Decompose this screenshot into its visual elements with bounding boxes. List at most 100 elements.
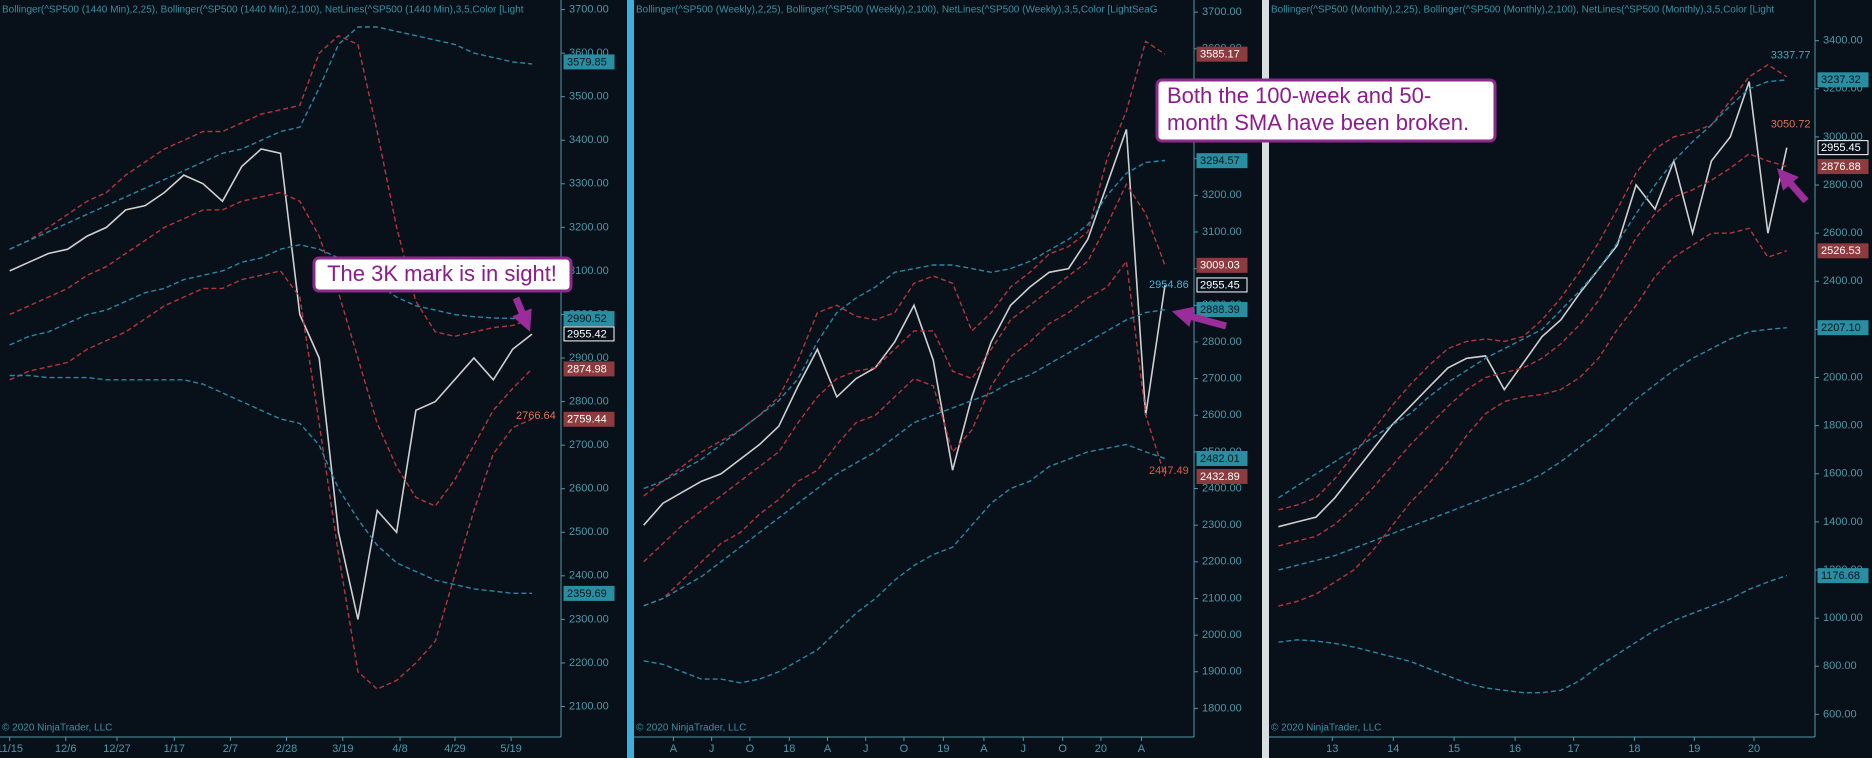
x-tick-label: O — [900, 743, 909, 755]
price-marker-box — [1196, 450, 1248, 466]
price-marker-box — [1817, 568, 1869, 584]
y-tick-label: 2700.00 — [569, 439, 609, 451]
y-tick-label: 3700.00 — [1202, 6, 1242, 18]
y-tick-label: 3200.00 — [1202, 189, 1242, 201]
x-tick-label: 4/8 — [392, 743, 407, 755]
x-tick-label: A — [824, 743, 832, 755]
x-tick-label: O — [1058, 743, 1067, 755]
y-tick-label: 3400.00 — [569, 134, 609, 146]
callout-text: month SMA have been broken. — [1167, 110, 1469, 135]
y-tick-label: 2000.00 — [1823, 371, 1863, 383]
y-tick-label: 1800.00 — [1202, 702, 1242, 714]
price-line — [1278, 81, 1788, 528]
price-marker-label: 2955.45 — [1821, 142, 1861, 154]
chart-panel: 2100.00 2200.00 2300.00 2400.00 2500.00 2600.… — [0, 0, 615, 755]
price-line — [643, 129, 1166, 526]
y-tick-label: 3100.00 — [569, 265, 609, 277]
x-tick-label: J — [1021, 743, 1027, 755]
price-marker-label: 2876.88 — [1821, 161, 1861, 173]
band-line — [643, 159, 1166, 490]
price-marker-label: 2482.01 — [1200, 453, 1240, 465]
x-tick-label: 17 — [1568, 743, 1580, 755]
band-line — [9, 270, 533, 690]
band-line — [9, 191, 533, 507]
price-marker-label: 2955.45 — [1200, 279, 1240, 291]
panel-separator — [1262, 0, 1269, 758]
y-tick-label: 3200.00 — [569, 221, 609, 233]
x-tick-label: 4/29 — [444, 743, 465, 755]
price-marker-label: 3009.03 — [1200, 260, 1240, 272]
price-marker-box — [563, 361, 615, 377]
y-tick-label: 2900.00 — [569, 352, 609, 364]
band-line — [643, 182, 1166, 563]
y-tick-label: 2200.00 — [569, 657, 609, 669]
y-tick-label: 1800.00 — [1823, 420, 1863, 432]
y-tick-label: 2200.00 — [1202, 556, 1242, 568]
callout-text: The 3K mark is in sight! — [327, 261, 557, 286]
price-marker-box — [1196, 302, 1248, 318]
x-tick-label: 18 — [1628, 743, 1640, 755]
price-marker-label: 2954.86 — [1149, 279, 1189, 291]
y-tick-label: 2800.00 — [1823, 179, 1863, 191]
price-marker-label: 3585.17 — [1200, 49, 1240, 61]
band-line — [643, 309, 1166, 607]
x-tick-label: 2/7 — [223, 743, 238, 755]
x-tick-label: 1/17 — [164, 743, 185, 755]
callout-box — [312, 256, 573, 293]
price-marker-box — [1817, 159, 1869, 175]
x-tick-label: J — [863, 743, 869, 755]
y-tick-label: 2100.00 — [569, 700, 609, 712]
y-tick-label: 2600.00 — [569, 483, 609, 495]
watermark: © 2020 NinjaTrader, LLC — [1271, 723, 1381, 734]
price-marker-label: 2766.64 — [516, 410, 556, 422]
price-line — [9, 148, 533, 620]
y-tick-label: 1400.00 — [1823, 516, 1863, 528]
x-tick-label: J — [709, 743, 715, 755]
arrow — [512, 296, 532, 332]
y-tick-label: 2400.00 — [569, 570, 609, 582]
x-tick-label: O — [746, 743, 755, 755]
y-tick-label: 2800.00 — [1202, 336, 1242, 348]
price-marker-label: 1176.68 — [1821, 570, 1860, 582]
y-tick-label: 2100.00 — [1202, 592, 1242, 604]
price-marker-box — [1196, 257, 1248, 273]
y-tick-label: 1900.00 — [1202, 666, 1242, 678]
band-line — [1278, 327, 1787, 571]
x-tick-label: 18 — [783, 743, 795, 755]
x-tick-label: 13 — [1326, 743, 1338, 755]
x-tick-label: 16 — [1509, 743, 1521, 755]
chart-header: Bollinger(^SP500 (Monthly),2,25), Bollin… — [1271, 5, 1774, 16]
x-tick-label: 5/19 — [500, 743, 521, 755]
x-tick-label: A — [980, 743, 988, 755]
price-marker-box — [1817, 320, 1869, 336]
price-marker-label: 3579.85 — [567, 56, 607, 68]
price-marker-box — [563, 326, 615, 342]
y-tick-label: 2000.00 — [1202, 629, 1242, 641]
y-tick-label: 2600.00 — [1823, 227, 1863, 239]
x-tick-label: 11/15 — [0, 743, 23, 755]
price-marker-box — [1196, 46, 1248, 62]
callout-box — [1155, 78, 1497, 143]
watermark: © 2020 NinjaTrader, LLC — [636, 723, 746, 734]
x-tick-label: A — [670, 743, 678, 755]
price-marker-box — [1196, 277, 1248, 293]
chart-panel: 1800.00 1900.00 2000.00 2100.00 2200.00 2300.… — [634, 0, 1248, 755]
price-marker-box — [563, 585, 615, 601]
price-marker-label: 2955.42 — [567, 328, 607, 340]
price-marker-label: 2874.98 — [567, 363, 607, 375]
price-marker-box — [563, 411, 615, 427]
y-tick-label: 3400.00 — [1823, 35, 1863, 47]
x-tick-label: 20 — [1748, 743, 1760, 755]
y-tick-label: 2400.00 — [1823, 275, 1863, 287]
x-tick-label: 2/28 — [276, 743, 297, 755]
band-line — [1278, 227, 1788, 607]
price-marker-label: 2447.49 — [1149, 465, 1189, 477]
y-tick-label: 2700.00 — [1202, 372, 1242, 384]
x-tick-label: 20 — [1095, 743, 1107, 755]
price-marker-label: 2526.53 — [1821, 245, 1861, 257]
y-tick-label: 600.00 — [1823, 708, 1857, 720]
y-tick-label: 2500.00 — [569, 526, 609, 538]
price-marker-label: 2759.44 — [567, 414, 607, 426]
